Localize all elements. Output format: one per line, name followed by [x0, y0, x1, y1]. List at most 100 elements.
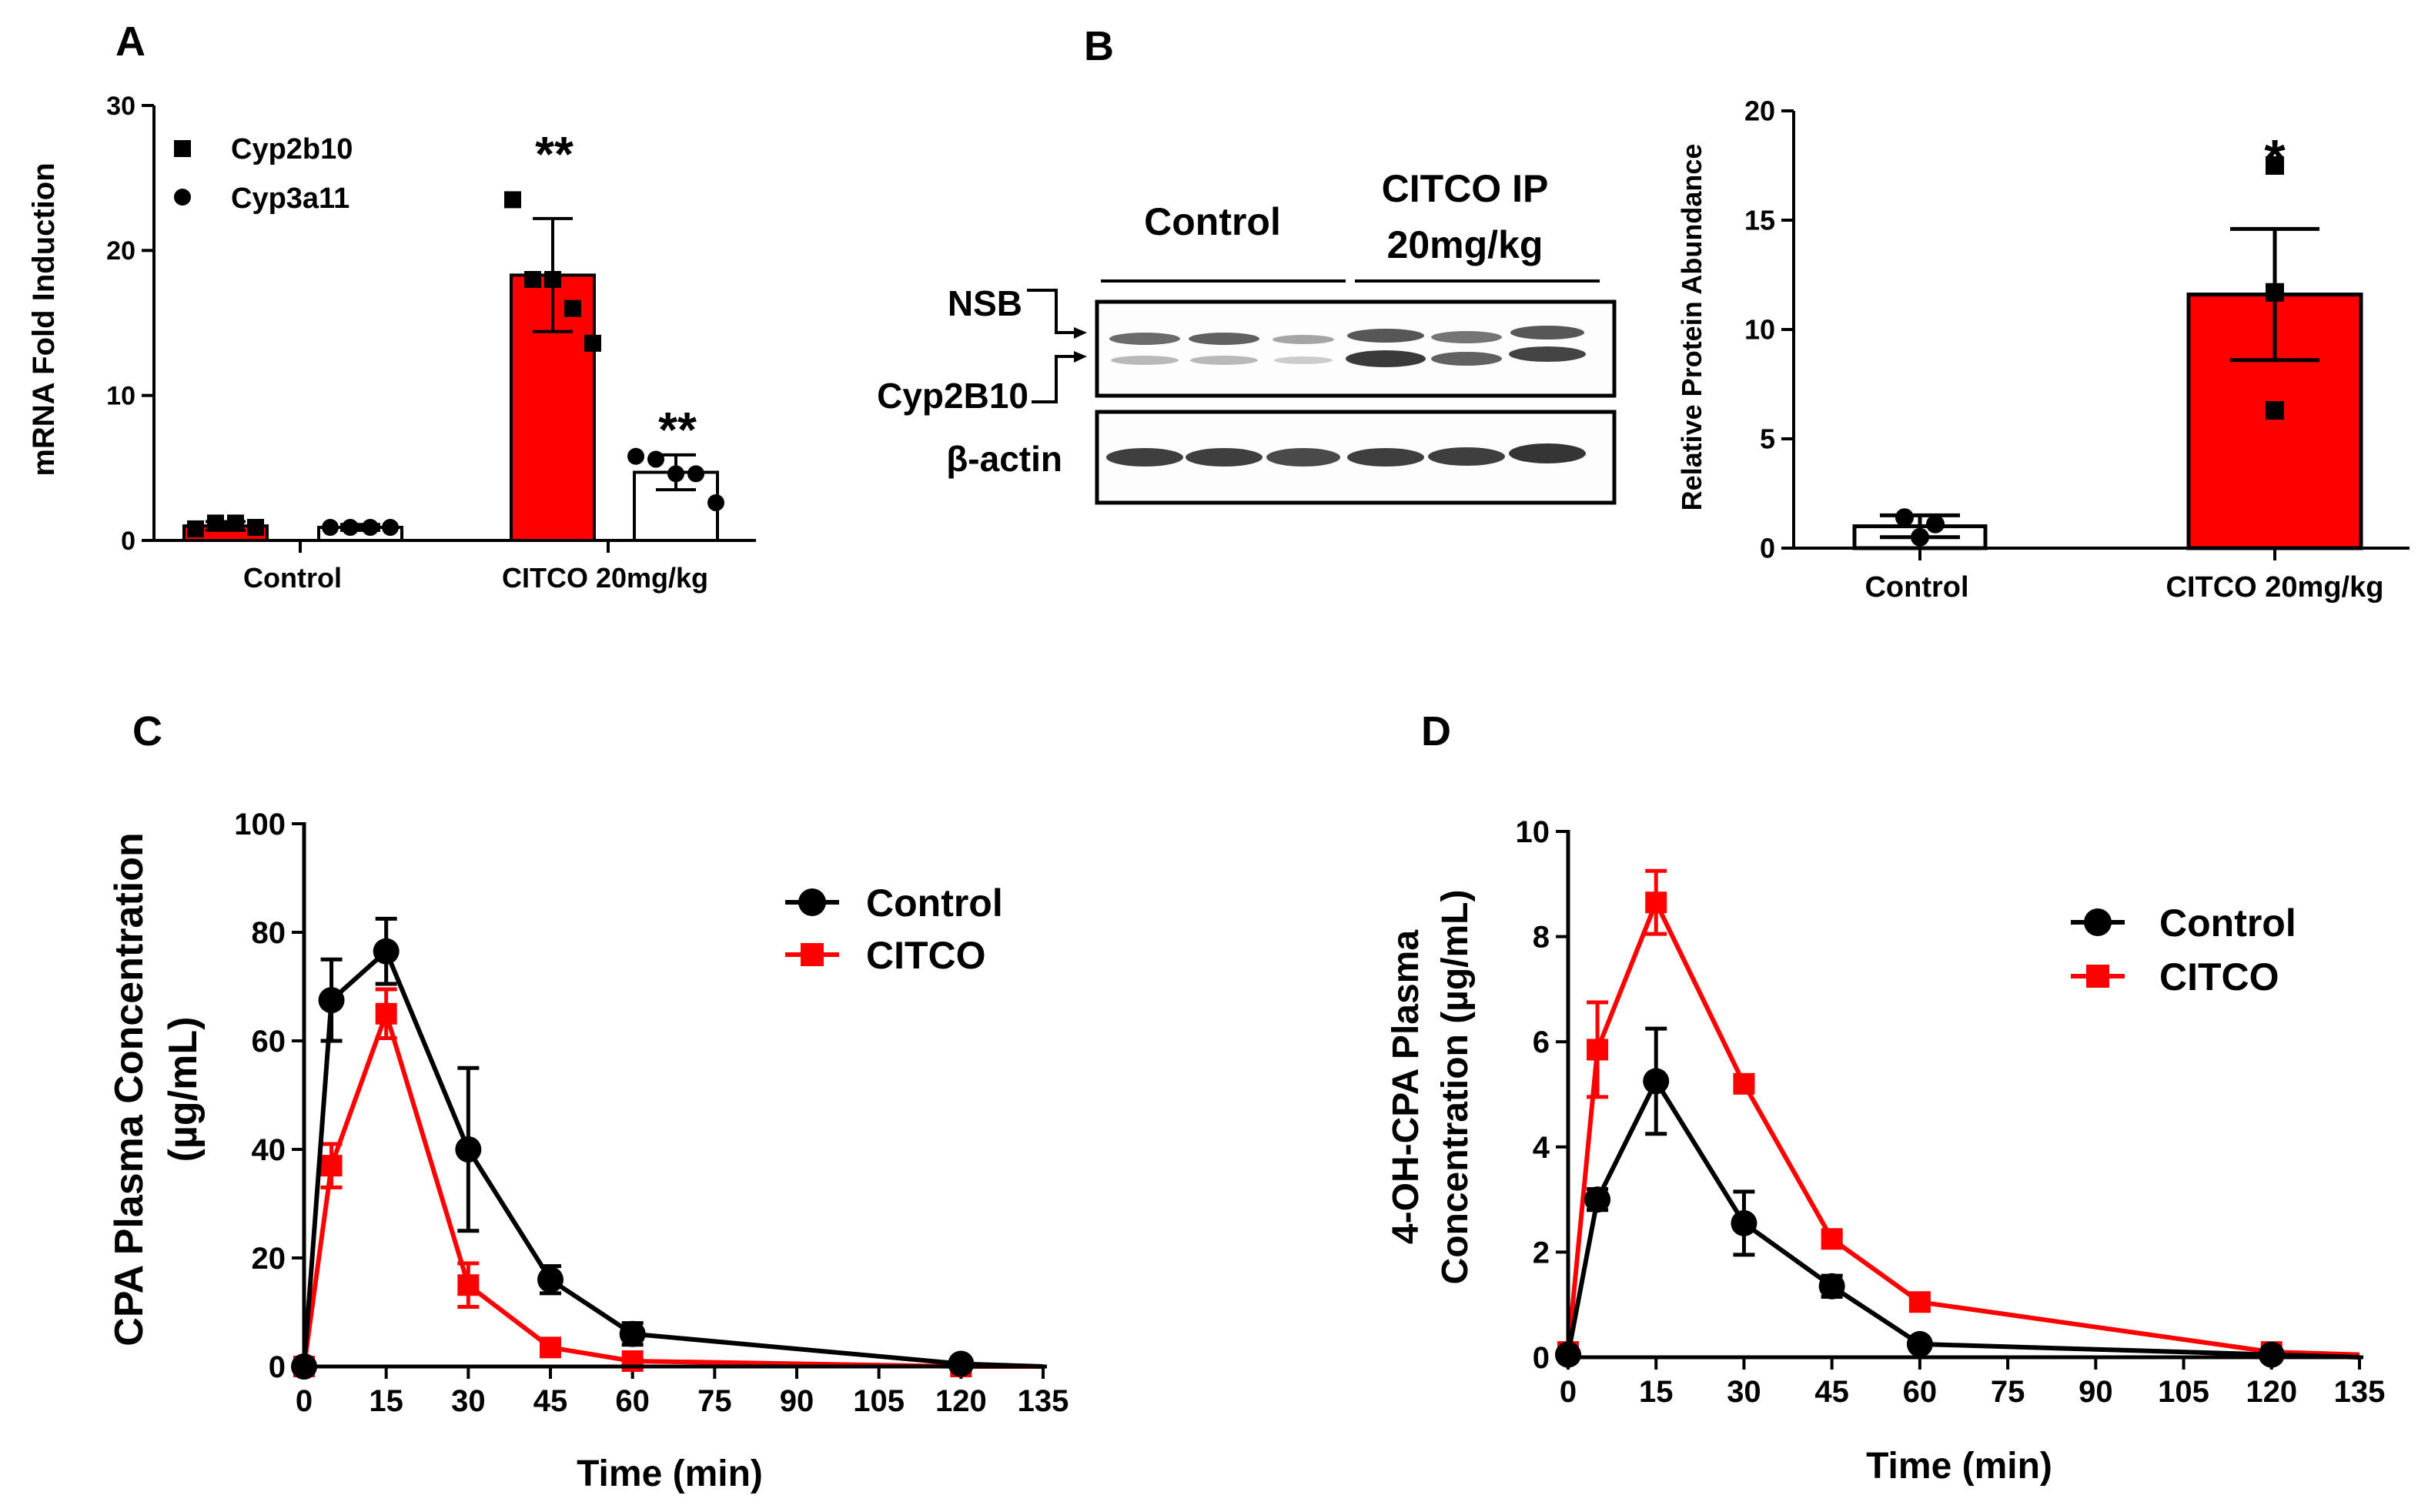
panel-d-series: [1555, 868, 2360, 1368]
panel-a-ylabel: mRNA Fold Induction: [27, 162, 61, 476]
panel-c-chart: CPA Plasma Concentration (µg/mL) Time (m…: [107, 808, 1069, 1494]
x-tick-label: 105: [853, 1384, 905, 1418]
series-line-control: [302, 947, 1044, 1369]
blot-actin-bands: [1106, 443, 1586, 467]
band-nsb-lane4: [1347, 329, 1424, 343]
x-tick-label: 60: [615, 1384, 650, 1418]
data-point-control: [373, 938, 400, 965]
data-point-citco: [1733, 1072, 1755, 1095]
y-tick-label: 20: [252, 1242, 286, 1276]
data-point-square: [227, 514, 244, 532]
band-cyp-lane1: [1111, 356, 1179, 365]
blot-top-bands: [1109, 326, 1586, 367]
panel-a-legend-cyp3a11: Cyp3a11: [231, 182, 349, 215]
panel-a-category-control: Control: [243, 562, 342, 594]
x-tick-label: 75: [1991, 1375, 2025, 1409]
panel-b-category-citco: CITCO 20mg/kg: [2166, 571, 2384, 604]
data-point-control: [1906, 1330, 1933, 1357]
x-tick-label: 105: [2158, 1375, 2209, 1409]
panel-a-legend-cyp2b10: Cyp2b10: [231, 133, 353, 166]
y-tick-label: 0: [1760, 533, 1775, 564]
legend-marker-control: [2084, 908, 2112, 936]
data-point-citco: [1645, 891, 1667, 914]
data-point-control: [1584, 1186, 1611, 1213]
nsb-bracket: [1027, 289, 1074, 334]
series-line-citco: [302, 1006, 1043, 1369]
y-tick-label: 40: [252, 1133, 286, 1167]
x-tick-label: 0: [1560, 1375, 1577, 1409]
y-tick-label: 4: [1533, 1131, 1550, 1165]
panel-a-annotation-cyp2b10: **: [535, 126, 574, 182]
band-cyp-lane6: [1509, 346, 1586, 362]
panel-label-d: D: [1421, 708, 1451, 754]
panel-b-western-blot: Control CITCO IP 20mg/kg NSB Cyp2B10 β-a…: [877, 167, 1617, 505]
x-tick-label: 135: [2334, 1375, 2386, 1409]
band-actin-lane4: [1347, 448, 1424, 467]
panel-c-legend-citco: CITCO: [866, 934, 986, 977]
panel-label-c: C: [132, 708, 162, 754]
y-tick-label: 30: [106, 92, 135, 121]
y-tick-label: 10: [1744, 314, 1775, 346]
y-tick-label: 6: [1533, 1025, 1550, 1059]
y-tick-label: 80: [252, 916, 286, 950]
data-point-square: [584, 334, 601, 352]
y-tick-label: 10: [1516, 815, 1550, 849]
y-tick-label: 15: [1744, 205, 1775, 236]
panel-c-ylabel-line2: (µg/mL): [161, 1017, 206, 1162]
data-point-square: [187, 520, 204, 537]
panel-d-ticks: 0 2 4 6 8 10 0 15 30 45 60 75 90 105 120 135: [1516, 815, 2386, 1409]
data-point-square: [207, 514, 224, 532]
blot-lane-label-control: Control: [1144, 200, 1281, 243]
x-tick-label: 90: [2079, 1375, 2113, 1409]
panel-a-y-ticks: 0 10 20 30: [106, 92, 154, 556]
x-tick-label: 75: [697, 1384, 732, 1418]
y-tick-label: 20: [106, 236, 135, 266]
panel-b-bars: [1852, 156, 2363, 550]
data-point-control: [318, 987, 345, 1014]
data-point-citco: [1821, 1228, 1843, 1250]
data-point-square: [504, 191, 521, 209]
y-tick-label: 0: [1533, 1341, 1550, 1375]
data-point-citco: [540, 1336, 561, 1359]
y-tick-label: 2: [1533, 1236, 1550, 1269]
legend-marker-citco: [2086, 965, 2109, 988]
cyp-bracket: [1032, 355, 1074, 403]
y-tick-label: 20: [1744, 95, 1775, 127]
y-tick-label: 0: [121, 527, 135, 556]
data-point-circle: [1926, 514, 1945, 534]
panel-b-chart: Relative Protein Abundance 0 5 10 15 20 Cont…: [1676, 95, 2410, 604]
x-tick-label: 60: [1903, 1375, 1938, 1409]
band-nsb-lane6: [1510, 326, 1584, 340]
y-tick-label: 0: [269, 1350, 286, 1384]
panel-c-ticks: 0 20 40 60 80 100 0 15 30 45 60 75 90 105 120 135: [234, 808, 1069, 1418]
panel-d-legend-control: Control: [2159, 902, 2296, 945]
band-actin-lane2: [1186, 448, 1262, 467]
data-point-square: [247, 519, 264, 537]
panel-d-xlabel: Time (min): [1866, 1446, 2052, 1487]
x-tick-label: 45: [1814, 1375, 1849, 1409]
data-point-control: [455, 1136, 482, 1162]
data-point-citco: [375, 1002, 397, 1025]
data-point-circle: [687, 465, 704, 483]
data-point-citco: [320, 1155, 343, 1177]
panel-a-annotation-cyp3a11: **: [658, 402, 697, 457]
band-actin-lane6: [1509, 443, 1586, 463]
panel-c-series: [291, 916, 1044, 1380]
panel-d-legend: Control CITCO: [2071, 902, 2296, 999]
band-cyp-lane5: [1431, 352, 1502, 366]
panel-b-category-control: Control: [1864, 571, 1968, 604]
data-point-control: [1818, 1273, 1845, 1300]
panel-a-legend: Cyp2b10 Cyp3a11: [174, 133, 353, 215]
data-point-circle: [1911, 527, 1929, 547]
series-line-citco: [1566, 896, 2360, 1357]
legend-circle-marker: [174, 189, 191, 206]
y-tick-label: 5: [1760, 423, 1775, 455]
nsb-arrow-icon: [1074, 327, 1087, 339]
data-point-citco: [1908, 1291, 1931, 1313]
data-point-control: [1731, 1209, 1757, 1236]
x-tick-label: 0: [296, 1384, 313, 1418]
band-cyp-lane2: [1190, 356, 1258, 365]
legend-square-marker: [174, 140, 191, 157]
panel-b-ylabel: Relative Protein Abundance: [1676, 144, 1707, 511]
